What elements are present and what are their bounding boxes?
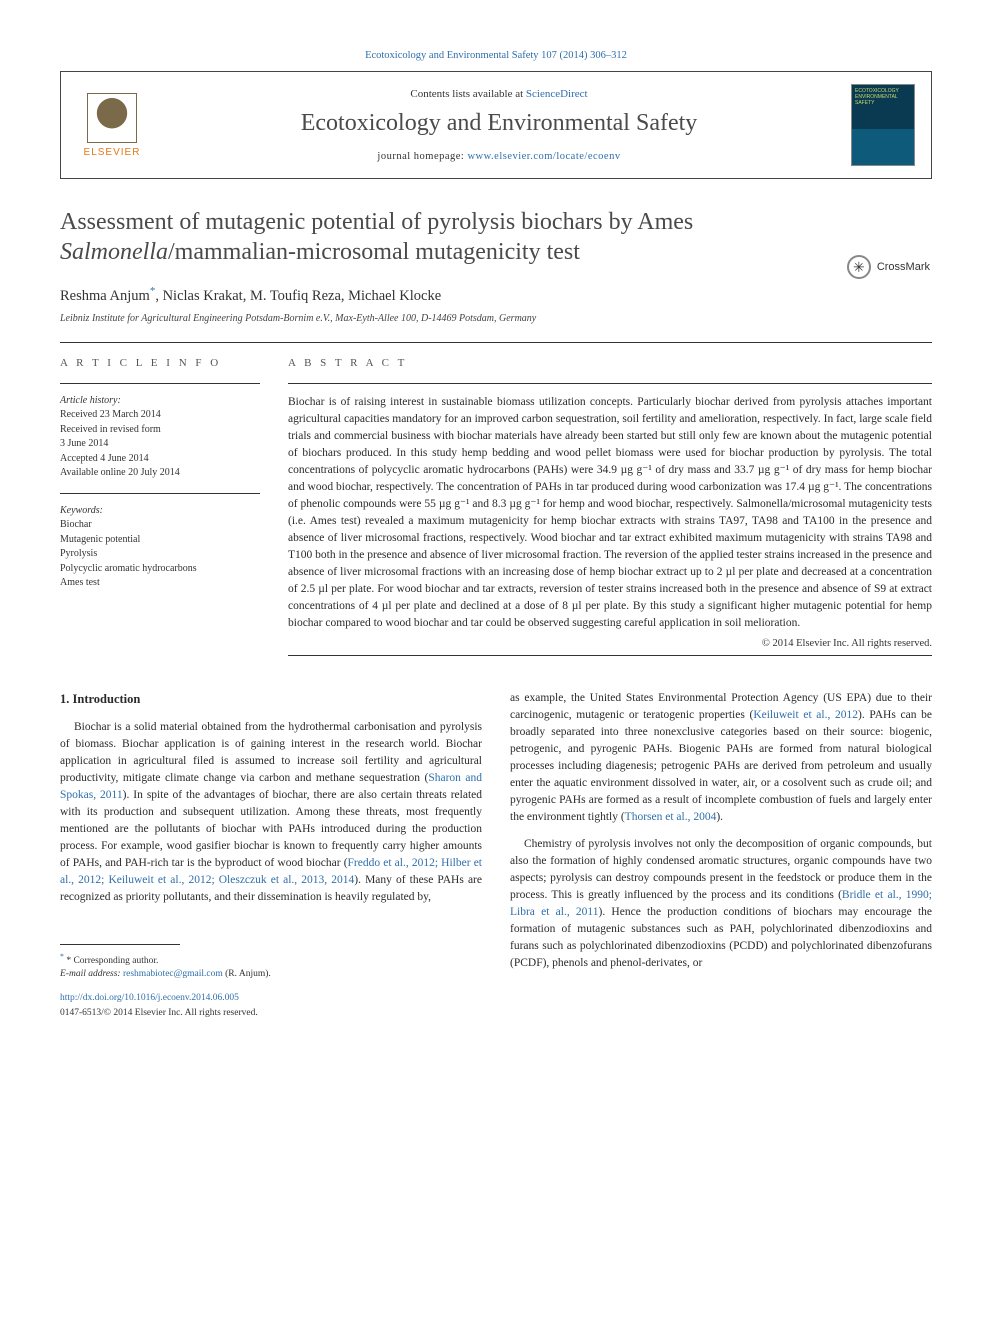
elsevier-tree-icon (87, 93, 137, 143)
keyword: Biochar (60, 518, 260, 533)
col2-para-1: as example, the United States Environmen… (510, 690, 932, 826)
doi-link[interactable]: http://dx.doi.org/10.1016/j.ecoenv.2014.… (60, 993, 239, 1003)
history-line: Available online 20 July 2014 (60, 466, 260, 481)
page: Ecotoxicology and Environmental Safety 1… (0, 0, 992, 1060)
journal-ref-link[interactable]: Ecotoxicology and Environmental Safety 1… (365, 50, 627, 61)
column-left: 1. Introduction Biochar is a solid mater… (60, 690, 482, 1020)
article-title: Assessment of mutagenic potential of pyr… (60, 207, 932, 267)
author-1: Reshma Anjum (60, 288, 150, 304)
body-columns: 1. Introduction Biochar is a solid mater… (60, 690, 932, 1020)
abstract-heading: A B S T R A C T (288, 357, 932, 369)
rule-info2 (60, 493, 260, 494)
title-line1: Assessment of mutagenic potential of pyr… (60, 209, 693, 235)
article-history: Article history: Received 23 March 2014 … (60, 394, 260, 481)
history-label: Article history: (60, 394, 260, 409)
abstract-text: Biochar is of raising interest in sustai… (288, 394, 932, 632)
keyword: Polycyclic aromatic hydrocarbons (60, 562, 260, 577)
rule-abs (288, 383, 932, 384)
journal-reference: Ecotoxicology and Environmental Safety 1… (60, 50, 932, 61)
email-link[interactable]: reshmabiotec@gmail.com (123, 969, 223, 979)
issn-copyright: 0147-6513/© 2014 Elsevier Inc. All right… (60, 1006, 482, 1020)
elsevier-label: ELSEVIER (84, 147, 141, 158)
corr-asterisk: * (60, 952, 64, 961)
keyword: Ames test (60, 576, 260, 591)
rule-abs-bottom (288, 655, 932, 656)
history-line: Received 23 March 2014 (60, 408, 260, 423)
doi: http://dx.doi.org/10.1016/j.ecoenv.2014.… (60, 991, 482, 1005)
intro-heading: 1. Introduction (60, 690, 482, 709)
column-right: as example, the United States Environmen… (510, 690, 932, 1020)
history-line: 3 June 2014 (60, 437, 260, 452)
journal-name: Ecotoxicology and Environmental Safety (161, 110, 837, 137)
title-line2: /mammalian-microsomal mutagenicity test (168, 239, 580, 265)
affiliation: Leibniz Institute for Agricultural Engin… (60, 313, 932, 324)
crossmark-badge[interactable]: ✳ CrossMark (847, 255, 930, 279)
citation-link[interactable]: Keiluweit et al., 2012 (753, 709, 858, 721)
email-suffix: (R. Anjum). (223, 969, 271, 979)
c2p1-c: ). (716, 811, 723, 823)
keywords-block: Keywords: Biochar Mutagenic potential Py… (60, 504, 260, 591)
homepage-prefix: journal homepage: (377, 151, 467, 162)
info-abstract-row: A R T I C L E I N F O Article history: R… (60, 343, 932, 656)
homepage-link[interactable]: www.elsevier.com/locate/ecoenv (467, 151, 620, 162)
contents-prefix: Contents lists available at (410, 88, 525, 100)
article-info-heading: A R T I C L E I N F O (60, 357, 260, 369)
article-info-column: A R T I C L E I N F O Article history: R… (60, 343, 260, 656)
abstract-column: A B S T R A C T Biochar is of raising in… (288, 343, 932, 656)
footnote-rule (60, 944, 180, 945)
elsevier-logo: ELSEVIER (77, 86, 147, 164)
p1-a: Biochar is a solid material obtained fro… (60, 721, 482, 784)
keyword: Mutagenic potential (60, 533, 260, 548)
rule-info (60, 383, 260, 384)
history-line: Accepted 4 June 2014 (60, 452, 260, 467)
email-label: E-mail address: (60, 969, 123, 979)
col2-para-2: Chemistry of pyrolysis involves not only… (510, 836, 932, 972)
authors-rest: , Niclas Krakat, M. Toufiq Reza, Michael… (155, 288, 441, 304)
cover-text: ECOTOXICOLOGY ENVIRONMENTAL SAFETY (855, 88, 899, 106)
contents-line: Contents lists available at ScienceDirec… (161, 88, 837, 100)
sciencedirect-link[interactable]: ScienceDirect (526, 88, 588, 100)
c2p1-b: ). PAHs can be broadly separated into th… (510, 709, 932, 823)
history-line: Received in revised form (60, 423, 260, 438)
keywords-label: Keywords: (60, 504, 260, 519)
journal-cover-thumb: ECOTOXICOLOGY ENVIRONMENTAL SAFETY (851, 84, 915, 166)
abstract-copyright: © 2014 Elsevier Inc. All rights reserved… (288, 638, 932, 649)
citation-link[interactable]: Thorsen et al., 2004 (625, 811, 717, 823)
keyword: Pyrolysis (60, 547, 260, 562)
authors: Reshma Anjum*, Niclas Krakat, M. Toufiq … (60, 285, 932, 305)
corresponding-author: * * Corresponding author. E-mail address… (60, 951, 482, 982)
homepage-line: journal homepage: www.elsevier.com/locat… (161, 151, 837, 162)
crossmark-label: CrossMark (877, 261, 930, 273)
header-center: Contents lists available at ScienceDirec… (161, 88, 837, 162)
intro-para-1: Biochar is a solid material obtained fro… (60, 719, 482, 906)
journal-header: ELSEVIER Contents lists available at Sci… (60, 71, 932, 179)
crossmark-icon: ✳ (847, 255, 871, 279)
corr-label: * Corresponding author. (66, 956, 158, 966)
title-italic: Salmonella (60, 239, 168, 265)
